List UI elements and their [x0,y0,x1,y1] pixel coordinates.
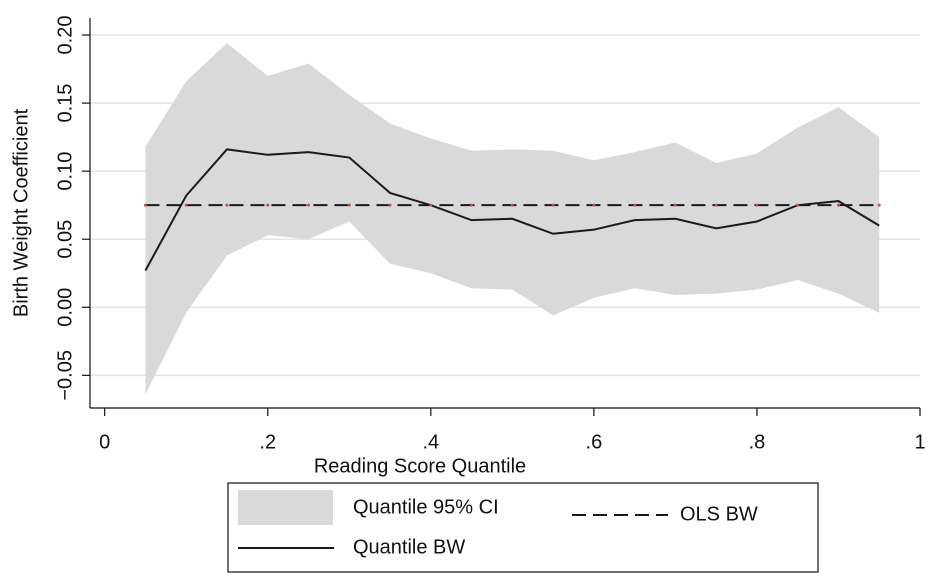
ols-marker [836,203,840,207]
ols-marker [470,203,474,207]
ols-marker [592,203,596,207]
y-axis-label: Birth Weight Coefficient [10,108,32,317]
ols-marker [877,203,881,207]
y-tick-label: 0.15 [54,84,76,123]
x-tick-label: 0 [99,431,110,453]
ols-marker [673,203,677,207]
legend-label: OLS BW [680,503,758,525]
y-tick-label: 0.00 [54,288,76,327]
quantile-line [144,148,880,271]
ols-marker [551,203,555,207]
ols-marker [143,203,147,207]
y-tick-label: 0.20 [54,16,76,55]
ols-marker [429,203,433,207]
ols-marker [307,203,311,207]
y-tick-label: 0.10 [54,152,76,191]
ols-marker [388,203,392,207]
x-tick-label: 1 [914,431,925,453]
ols-marker [347,203,351,207]
y-tick-label: 0.05 [54,220,76,259]
legend-label: Quantile BW [353,536,465,558]
x-tick-label: .2 [259,431,276,453]
legend-swatch [238,490,333,525]
legend-box [227,482,819,573]
x-tick-label: .4 [422,431,439,453]
ols-marker [510,203,514,207]
x-axis-label: Reading Score Quantile [314,455,526,477]
ols-marker [714,203,718,207]
ols-marker [755,203,759,207]
legend-label: Quantile 95% CI [353,496,499,518]
ols-marker [266,203,270,207]
ols-marker [225,203,229,207]
ols-marker [633,203,637,207]
x-tick-label: .6 [586,431,603,453]
ols-marker [796,203,800,207]
y-tick-label: −0.05 [54,350,76,401]
ols-marker [184,203,188,207]
x-tick-label: .8 [749,431,766,453]
